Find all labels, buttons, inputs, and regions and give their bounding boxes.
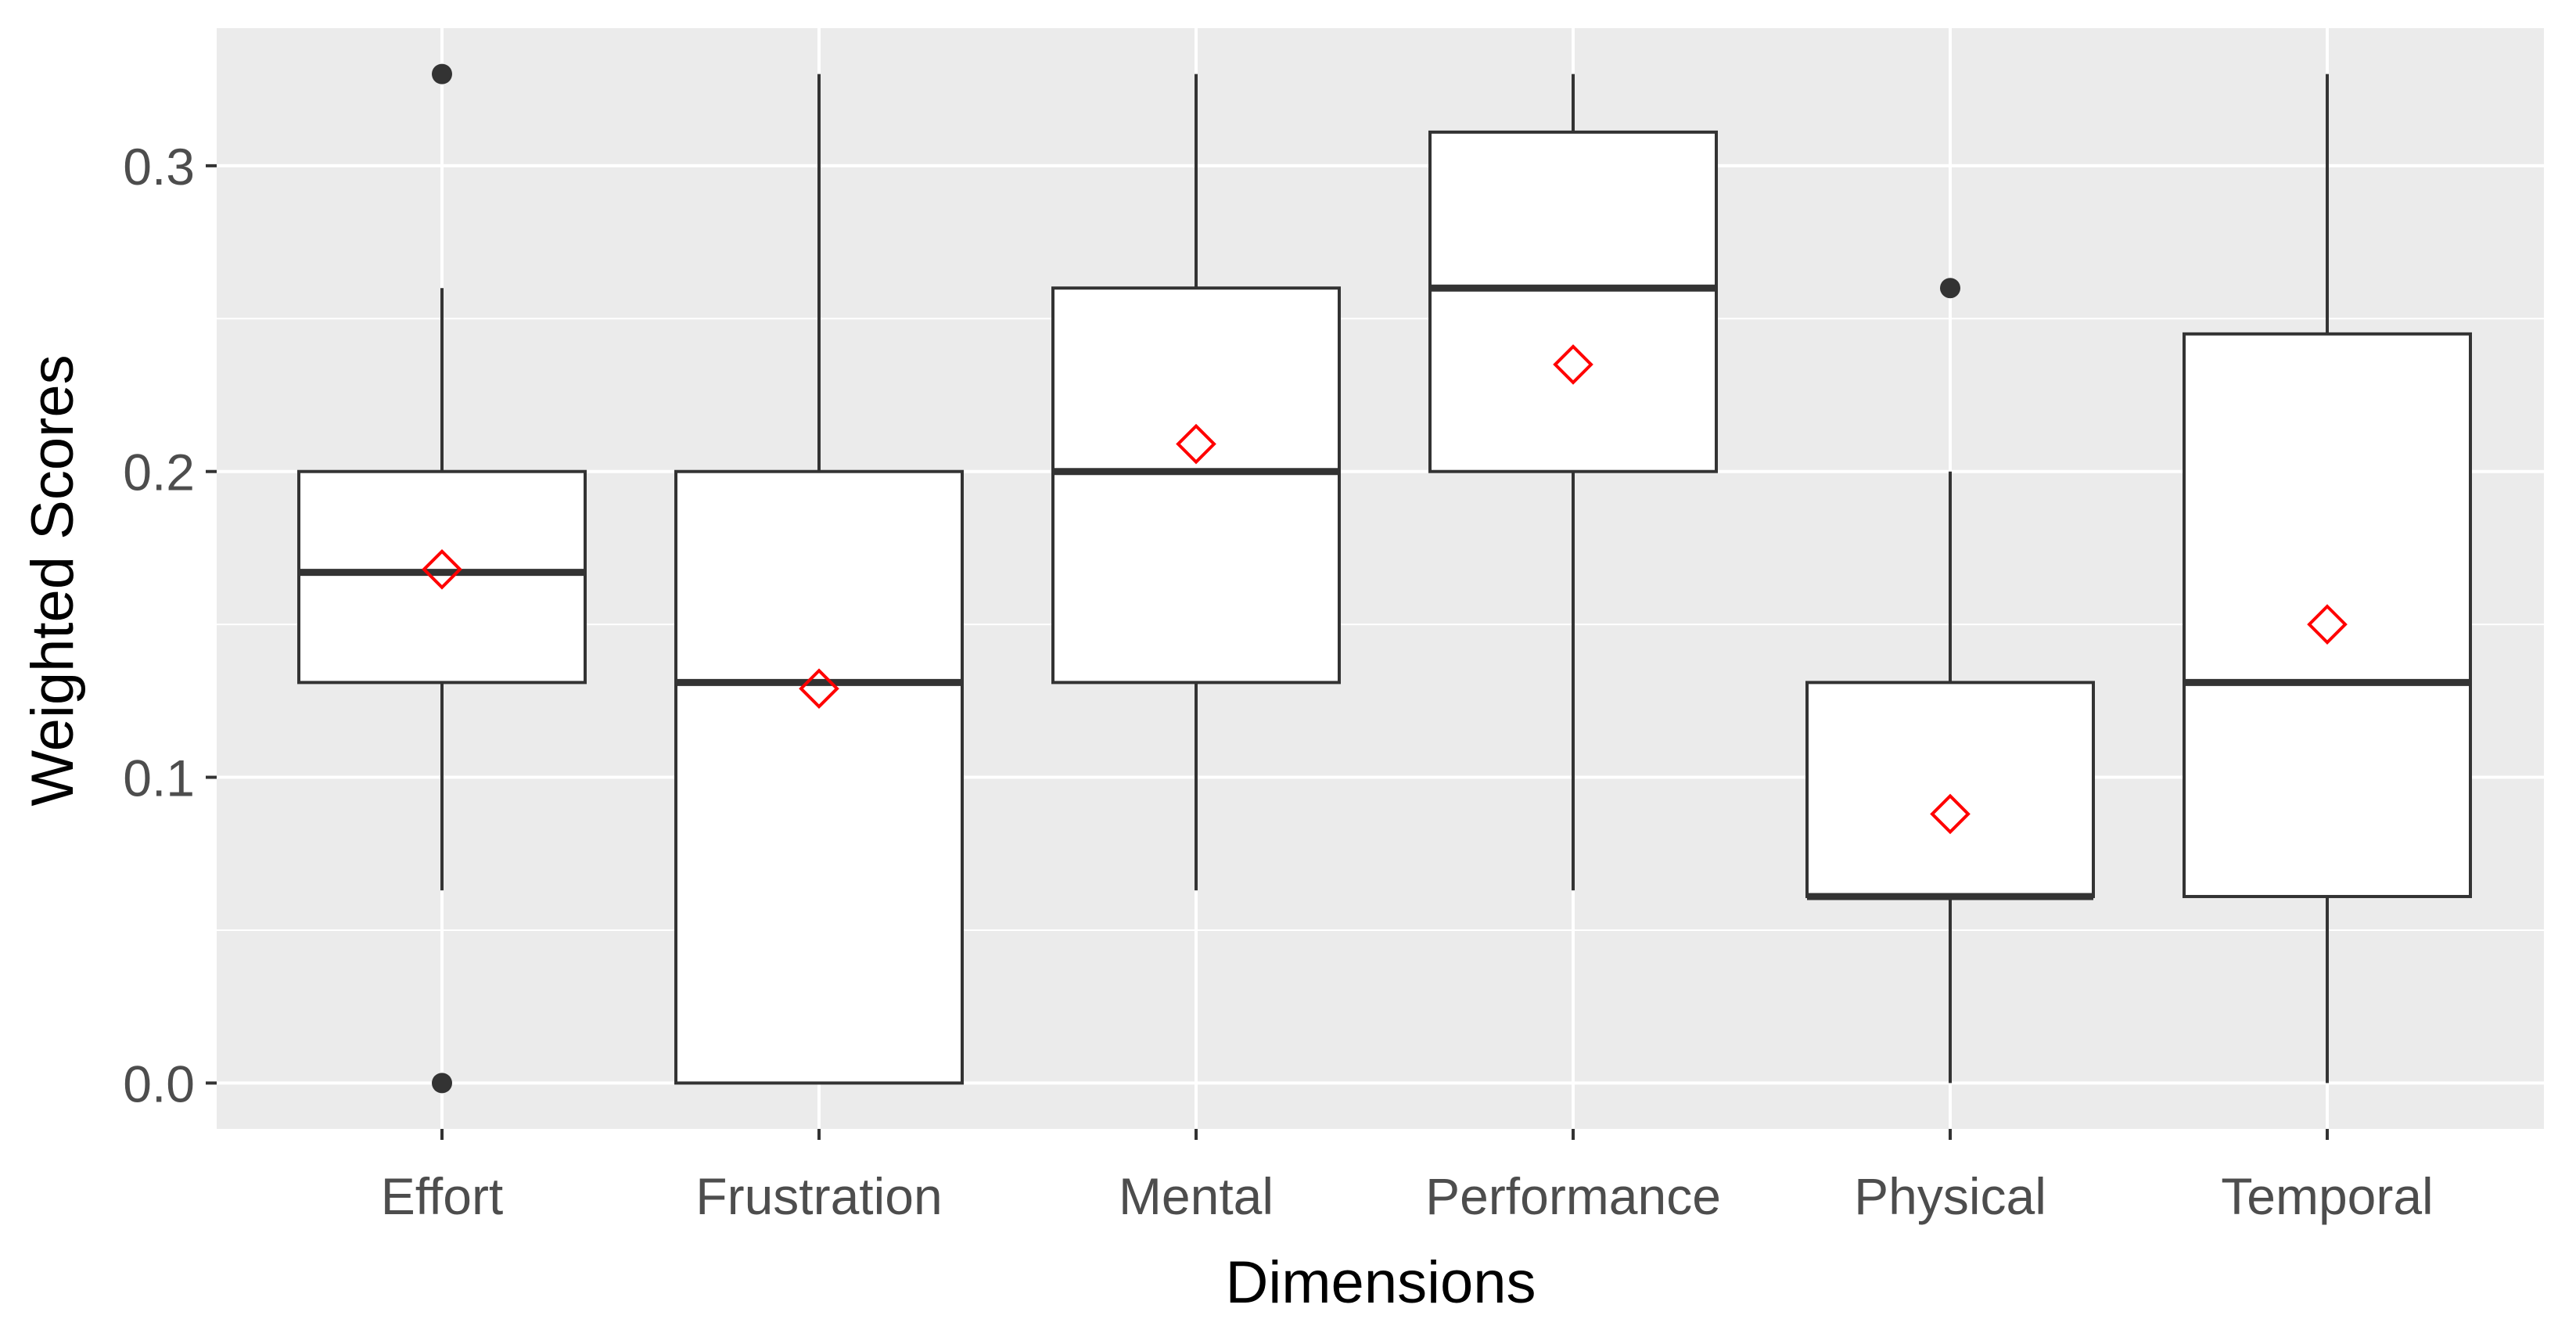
box-iqr bbox=[297, 469, 587, 685]
box-iqr bbox=[1805, 681, 2095, 898]
box-physical bbox=[1805, 278, 2095, 1084]
x-axis-title: Dimensions bbox=[1225, 1249, 1536, 1316]
x-tick-label: Performance bbox=[1425, 1167, 1721, 1225]
x-tick-label: Frustration bbox=[695, 1167, 942, 1225]
y-tick-label: 0.1 bbox=[123, 749, 195, 807]
box-effort bbox=[297, 63, 587, 1094]
x-axis: Effort Frustration Mental Performance Physic… bbox=[381, 1129, 2434, 1225]
mean-marker bbox=[422, 548, 462, 590]
x-tick-label: Mental bbox=[1119, 1167, 1274, 1225]
plot-panel bbox=[217, 28, 2544, 1129]
y-axis-title: Weighted Scores bbox=[20, 354, 86, 806]
x-tick-label: Effort bbox=[381, 1167, 504, 1225]
mean-marker bbox=[1553, 344, 1593, 385]
y-tick-label: 0.0 bbox=[123, 1055, 195, 1112]
box-temporal bbox=[2183, 74, 2472, 1084]
y-tick-label: 0.3 bbox=[123, 138, 195, 196]
y-axis: 0.0 0.1 0.2 0.3 bbox=[123, 138, 217, 1112]
box-iqr bbox=[1051, 286, 1341, 685]
x-tick-label: Physical bbox=[1854, 1167, 2046, 1225]
box-performance bbox=[1428, 74, 1718, 891]
box-iqr bbox=[674, 469, 964, 1085]
outlier-point bbox=[432, 63, 452, 84]
mean-marker bbox=[799, 668, 839, 710]
y-tick-label: 0.2 bbox=[123, 444, 195, 501]
outlier-point bbox=[432, 1073, 452, 1094]
x-tick-label: Temporal bbox=[2221, 1167, 2433, 1225]
box-mental bbox=[1051, 74, 1341, 891]
mean-marker bbox=[1930, 793, 1971, 835]
box-frustration bbox=[674, 74, 964, 1085]
box-layer bbox=[297, 63, 2472, 1094]
box-iqr bbox=[2183, 332, 2472, 898]
outlier-point bbox=[1940, 278, 1960, 299]
box-iqr bbox=[1428, 130, 1718, 473]
mean-marker bbox=[2307, 604, 2348, 645]
mean-marker bbox=[1176, 423, 1216, 465]
